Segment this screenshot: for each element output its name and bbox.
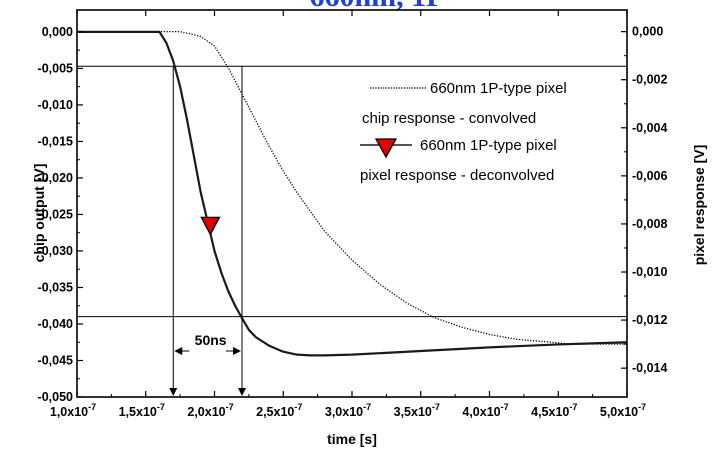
y-left-tick-label: -0,025 (38, 207, 73, 221)
y-left-tick-label: -0,015 (38, 134, 73, 148)
y-right-tick-label: -0,012 (632, 313, 667, 327)
interval-label: 50ns (195, 332, 227, 348)
y-left-axis-label: chip output [V] (31, 164, 47, 263)
series-layer (77, 30, 627, 357)
x-tick-label: 2,5x10-7 (256, 402, 302, 419)
series-line-deconvolved (77, 30, 627, 357)
y-right-tick-label: -0,010 (632, 265, 667, 279)
x-tick-label: 1,5x10-7 (119, 402, 165, 419)
y-right-axis-ticks: 0,000 -0,002 -0,004 -0,006 -0,008 -0,010 -0,01… (621, 25, 667, 375)
legend: 660nm 1P-type pixel chip response - conv… (360, 80, 567, 184)
legend-label-deconvolved-line2: pixel response - deconvolved (360, 167, 554, 184)
x-tick-label: 3,0x10-7 (325, 402, 371, 419)
y-left-tick-label: -0,020 (38, 171, 73, 185)
x-tick-label: 3,5x10-7 (394, 402, 440, 419)
series-line-convolved (77, 30, 627, 345)
y-left-tick-label: -0,035 (38, 280, 73, 294)
y-left-tick-label: -0,040 (38, 317, 73, 331)
x-axis-ticks: 1,0x10-7 1,5x10-7 2,0x10-7 2,5x10-7 3,0x10-7… (50, 10, 646, 419)
y-right-tick-label: -0,014 (632, 361, 667, 375)
x-tick-label: 5,0x10-7 (600, 402, 646, 419)
legend-entry-convolved: 660nm 1P-type pixel chip response - conv… (362, 80, 567, 127)
interval-annotation: 50ns (174, 332, 241, 355)
y-left-tick-label: -0,050 (38, 390, 73, 404)
y-left-tick-label: -0,030 (38, 244, 73, 258)
legend-label-convolved-line2: chip response - convolved (362, 110, 536, 127)
y-left-tick-label: -0,010 (38, 98, 73, 112)
legend-entry-deconvolved: 660nm 1P-type pixel pixel response - dec… (360, 137, 557, 184)
horizontal-reference-lines (77, 65, 627, 318)
y-left-axis-ticks: 0,000 -0,005 -0,010 -0,015 -0,020 -0,025 -0,03… (38, 25, 83, 404)
y-left-tick-label: -0,045 (38, 353, 73, 367)
y-right-tick-label: -0,002 (632, 73, 667, 87)
y-left-tick-label: 0,000 (42, 25, 73, 39)
vertical-marker-arrows (169, 66, 246, 396)
x-tick-label: 4,0x10-7 (462, 402, 508, 419)
y-right-tick-label: 0,000 (632, 25, 663, 39)
y-right-tick-label: -0,006 (632, 169, 667, 183)
y-right-tick-label: -0,004 (632, 121, 667, 135)
x-tick-label: 2,0x10-7 (187, 402, 233, 419)
legend-label-deconvolved-line1: 660nm 1P-type pixel (420, 137, 557, 154)
x-axis-label: time [s] (327, 431, 377, 447)
y-right-tick-label: -0,008 (632, 217, 667, 231)
x-tick-label: 1,0x10-7 (50, 402, 96, 419)
y-right-axis-label: pixel response [V] (691, 145, 707, 266)
x-tick-label: 4,5x10-7 (531, 402, 577, 419)
y-left-tick-label: -0,005 (38, 61, 73, 75)
plot-frame (76, 9, 628, 398)
legend-label-convolved-line1: 660nm 1P-type pixel (430, 80, 567, 97)
triangle-data-marker (200, 216, 221, 236)
legend-triangle-marker-icon (374, 138, 398, 159)
chart-title: 660nm, 1P (310, 0, 445, 13)
